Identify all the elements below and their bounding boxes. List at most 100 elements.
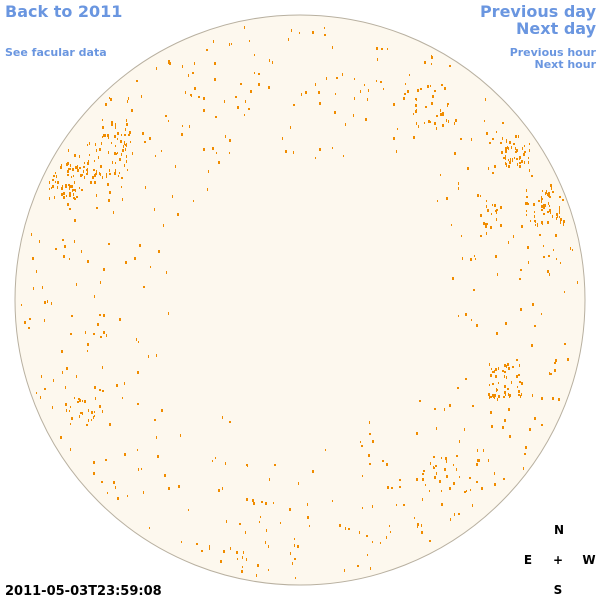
speck <box>386 536 387 539</box>
speck <box>415 110 417 113</box>
speck <box>178 485 180 488</box>
speck <box>507 363 509 366</box>
speck <box>93 416 94 419</box>
speck <box>364 84 365 86</box>
speck <box>453 464 454 466</box>
speck <box>549 205 550 207</box>
speck <box>78 401 79 403</box>
speck <box>548 192 550 195</box>
speck <box>417 526 418 528</box>
speck <box>288 38 289 41</box>
speck <box>519 381 521 383</box>
speck <box>226 520 227 523</box>
speck <box>74 154 76 157</box>
speck <box>486 232 487 235</box>
previous-day-link[interactable]: Previous day <box>480 2 597 21</box>
speck <box>518 135 519 138</box>
speck <box>52 185 54 188</box>
speck <box>515 151 517 153</box>
speck <box>269 478 270 481</box>
speck <box>531 344 533 347</box>
speck <box>244 26 245 29</box>
speck <box>489 396 490 399</box>
speck <box>336 77 338 79</box>
speck <box>421 524 422 527</box>
speck <box>471 138 472 141</box>
speck <box>367 98 368 101</box>
speck <box>548 195 550 197</box>
speck <box>209 545 210 547</box>
speck <box>516 158 518 160</box>
speck <box>245 531 246 534</box>
speck <box>87 162 89 165</box>
speck <box>325 449 326 451</box>
speck <box>194 62 195 65</box>
speck <box>40 396 41 399</box>
facular-link[interactable]: See facular data <box>5 46 107 59</box>
speck <box>502 426 504 429</box>
speck <box>70 423 71 425</box>
speck <box>557 216 558 218</box>
speck <box>61 193 63 196</box>
speck <box>141 468 142 470</box>
speck <box>399 486 401 488</box>
speck <box>169 62 171 65</box>
speck <box>101 142 102 145</box>
speck <box>430 462 431 465</box>
speck <box>506 139 507 142</box>
speck <box>345 527 346 530</box>
speck <box>477 449 478 452</box>
speck <box>123 145 124 148</box>
speck <box>527 246 529 249</box>
speck <box>131 109 133 112</box>
speck <box>548 202 549 205</box>
speck <box>124 164 125 167</box>
speck <box>90 181 92 184</box>
speck <box>294 538 295 540</box>
speck <box>67 203 69 206</box>
speck <box>529 143 530 145</box>
speck <box>71 176 72 178</box>
speck <box>257 564 259 567</box>
speck <box>554 369 556 372</box>
speck <box>97 323 99 326</box>
next-hour-link[interactable]: Next hour <box>535 58 597 71</box>
speck <box>556 258 557 260</box>
speck <box>103 314 105 317</box>
speck <box>376 47 378 50</box>
speck <box>357 565 359 567</box>
speck <box>241 570 243 573</box>
speck <box>380 81 382 83</box>
next-day-link[interactable]: Next day <box>516 19 597 38</box>
speck <box>124 141 125 143</box>
speck <box>547 270 549 273</box>
speck <box>265 541 266 544</box>
speck <box>139 244 141 247</box>
speck <box>494 204 496 207</box>
back-link[interactable]: Back to 2011 <box>5 2 122 21</box>
speck <box>192 72 194 74</box>
speck <box>524 145 525 147</box>
speck <box>229 139 231 142</box>
speck <box>29 318 31 320</box>
speck <box>550 184 552 187</box>
speck <box>492 371 494 373</box>
speck <box>488 393 490 396</box>
speck <box>76 375 77 378</box>
speck <box>115 162 116 164</box>
speck <box>471 319 472 321</box>
speck <box>268 86 270 89</box>
speck <box>66 195 67 197</box>
speck <box>61 350 63 353</box>
speck <box>485 223 486 225</box>
speck <box>137 403 139 405</box>
speck <box>142 132 144 135</box>
speck <box>369 421 370 424</box>
speck <box>431 63 432 65</box>
speck <box>455 119 457 122</box>
speck <box>504 364 506 366</box>
speck <box>441 490 442 492</box>
previous-hour-link[interactable]: Previous hour <box>510 46 597 59</box>
speck <box>68 168 69 171</box>
speck <box>124 382 125 385</box>
